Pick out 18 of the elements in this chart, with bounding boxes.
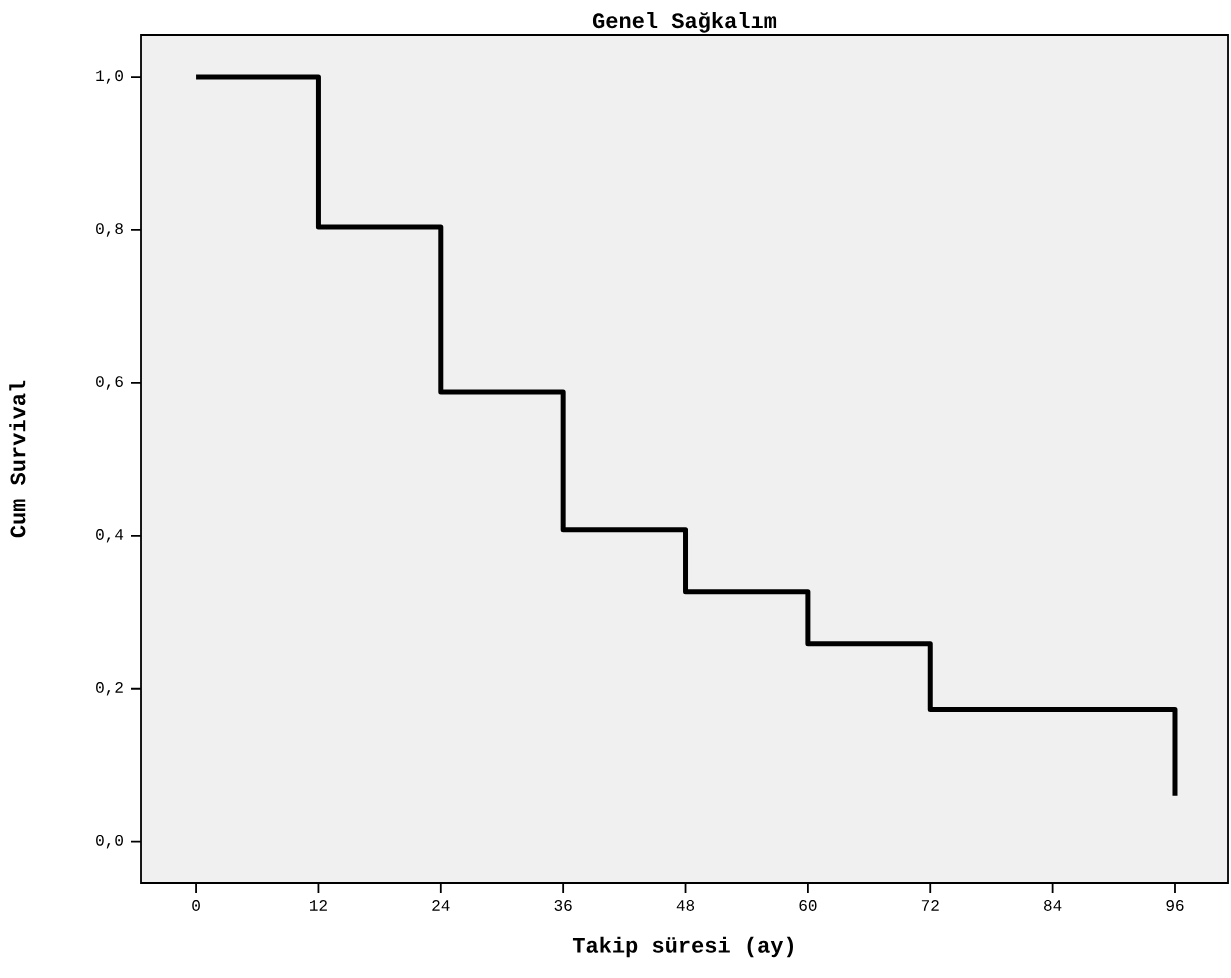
- x-axis-title: Takip süresi (ay): [572, 936, 793, 958]
- x-tick-label: 24: [432, 900, 450, 911]
- x-tick-label: 48: [676, 900, 695, 911]
- y-tick-label: 0,8: [96, 223, 123, 237]
- y-tick-label: 0,0: [96, 834, 123, 849]
- x-tick-label: 36: [554, 900, 572, 911]
- x-tick-label: 12: [309, 900, 327, 911]
- x-tick-label: 72: [921, 900, 939, 911]
- x-tick-label: 0: [192, 900, 200, 911]
- chart-title: Genel Sağkalım: [592, 12, 777, 33]
- x-tick-label: 84: [1044, 900, 1062, 911]
- y-tick-label: 0,2: [96, 682, 123, 696]
- y-axis-title: Cum Survival: [9, 380, 26, 538]
- x-tick-label: 60: [799, 900, 817, 911]
- x-tick-label: 96: [1166, 900, 1184, 911]
- y-tick-label: 0,6: [96, 376, 123, 390]
- y-tick-label: 0,4: [96, 529, 124, 543]
- y-tick-label: 1,0: [96, 70, 123, 84]
